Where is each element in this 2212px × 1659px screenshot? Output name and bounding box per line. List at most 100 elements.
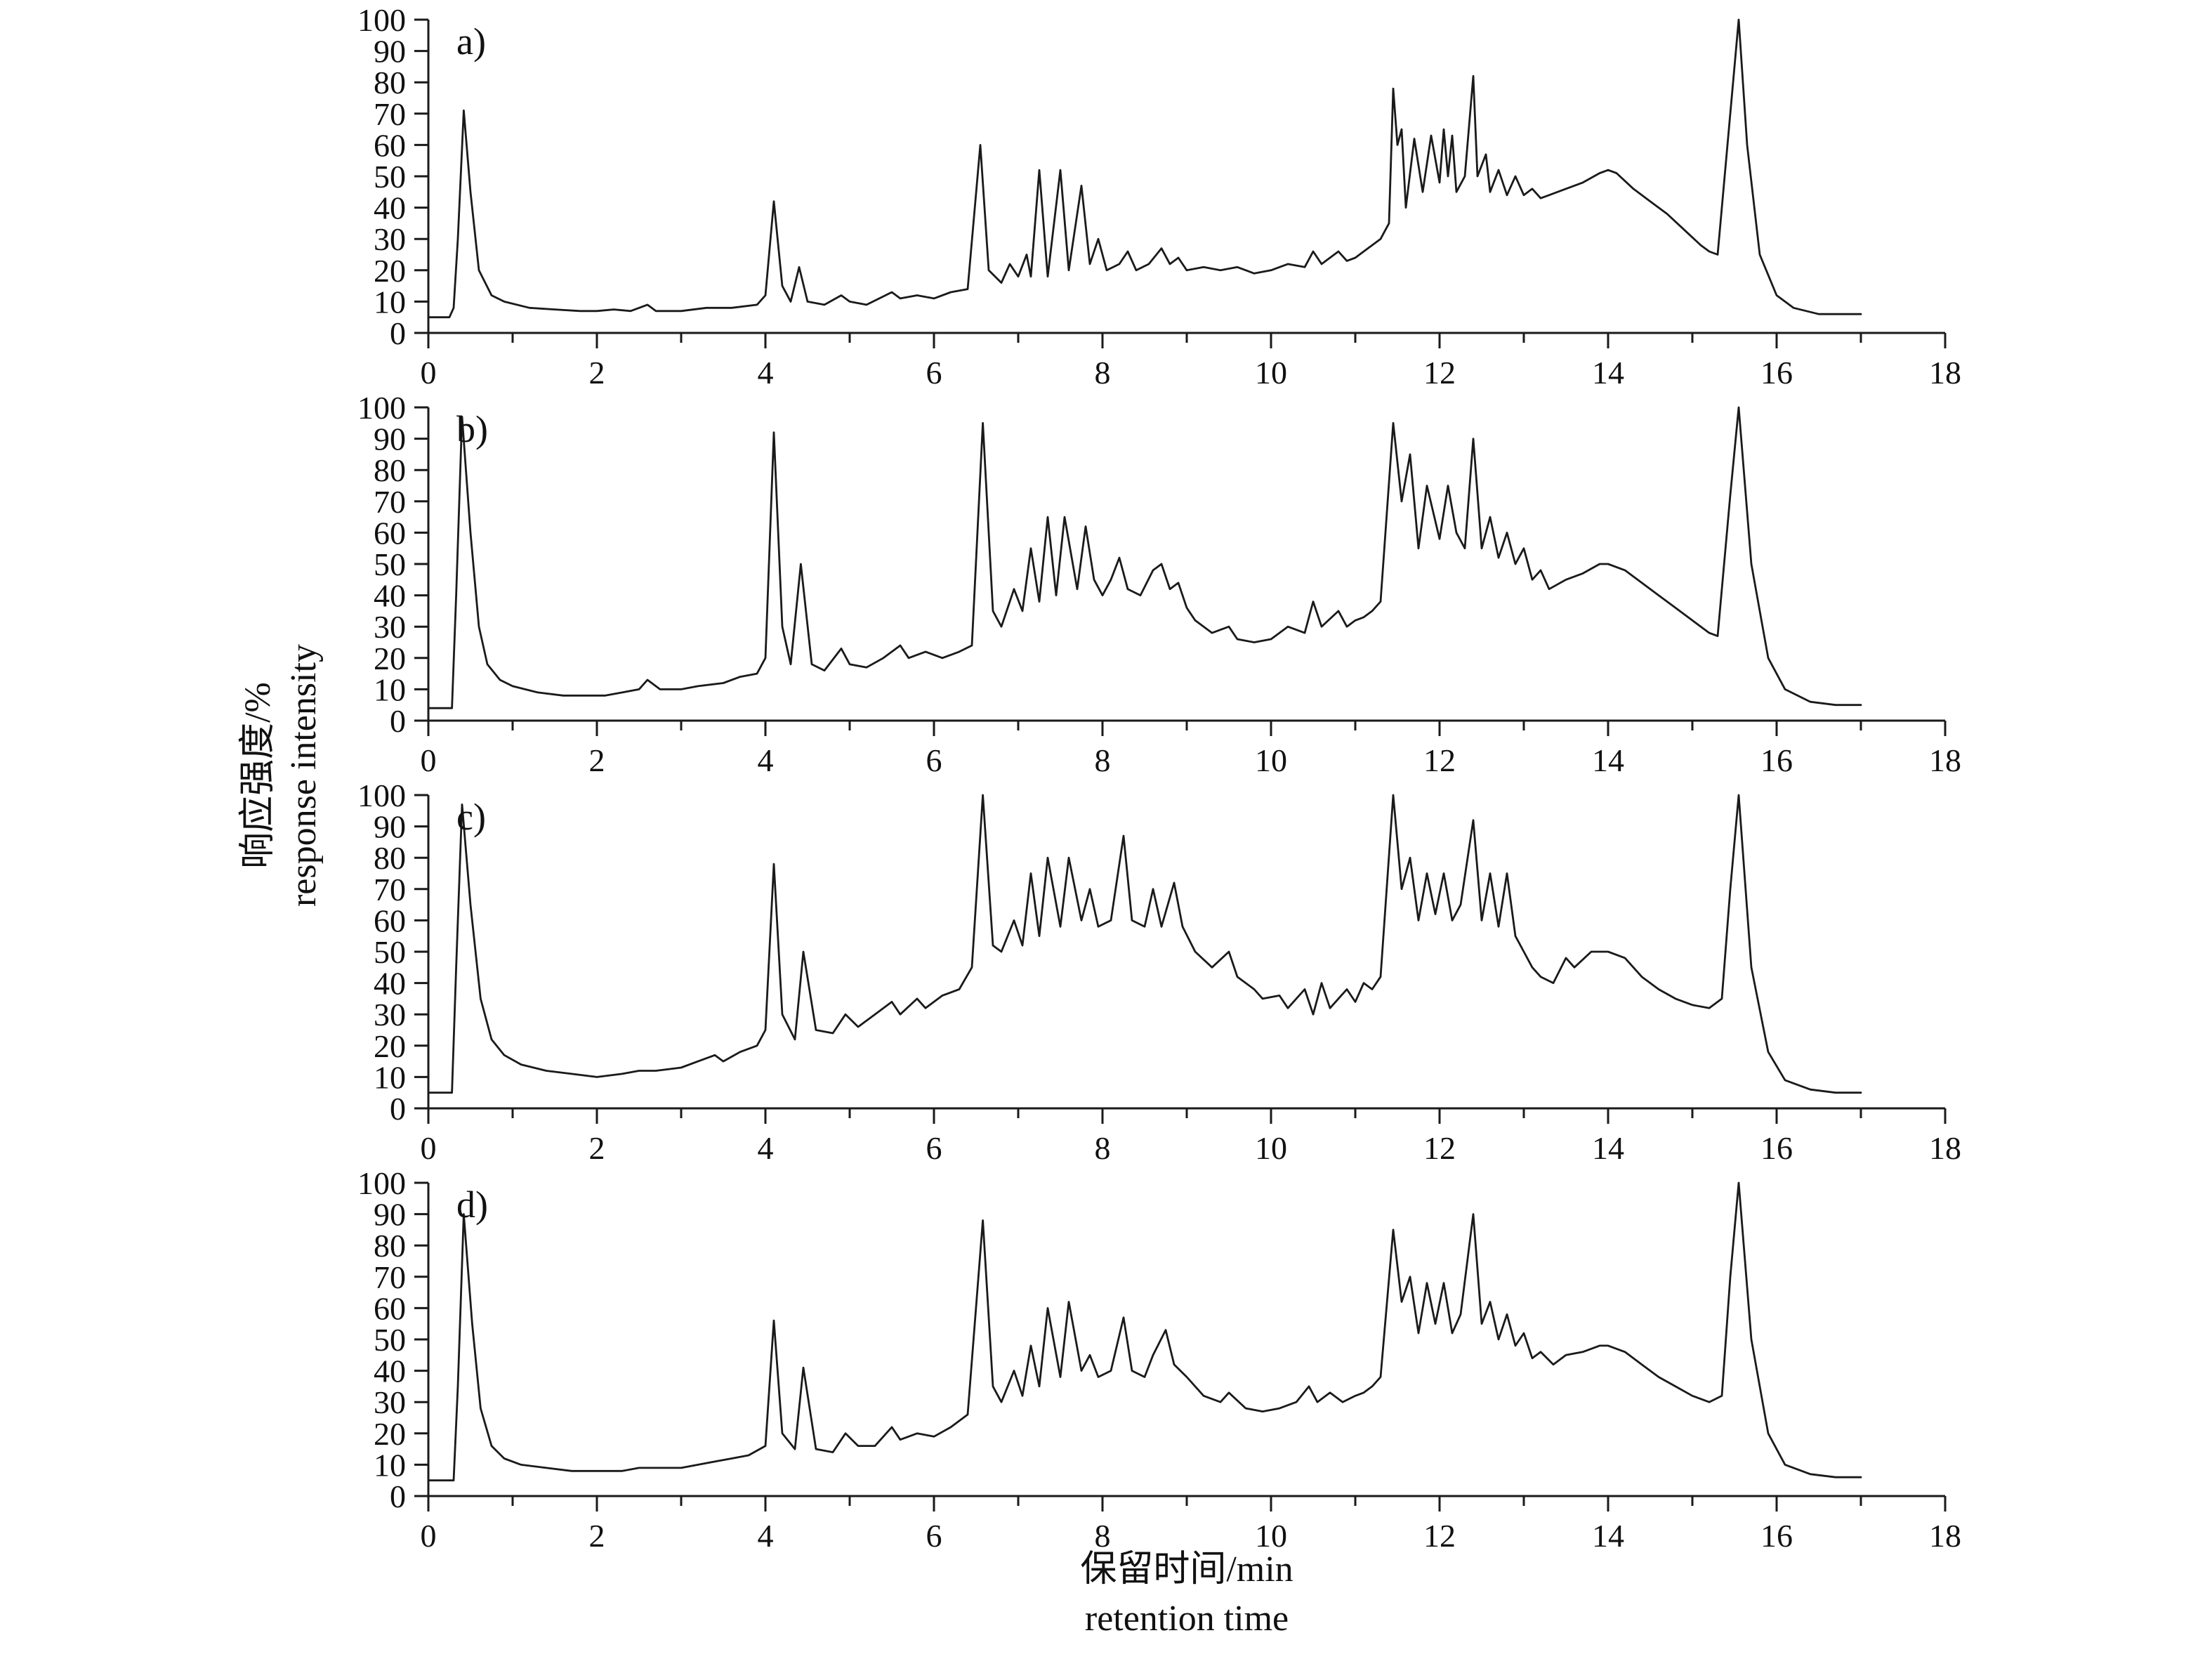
svg-text:4: 4: [758, 355, 774, 388]
svg-text:50: 50: [374, 934, 406, 970]
svg-text:100: 100: [357, 390, 406, 426]
chromatogram-panel-a: 0 10 20 30 40 50 60 70 80 90 100 0 2 4 6 8 10 12 14 16 18 a): [0, 0, 2212, 388]
svg-text:14: 14: [1592, 355, 1624, 388]
svg-text:0: 0: [421, 355, 437, 388]
svg-text:80: 80: [374, 65, 406, 100]
svg-text:30: 30: [374, 221, 406, 257]
svg-text:6: 6: [926, 355, 942, 388]
svg-text:40: 40: [374, 1353, 406, 1389]
svg-text:70: 70: [374, 872, 406, 907]
svg-text:4: 4: [758, 742, 774, 775]
svg-text:0: 0: [390, 1091, 406, 1127]
svg-text:40: 40: [374, 190, 406, 226]
svg-text:16: 16: [1760, 742, 1793, 775]
svg-text:8: 8: [1095, 355, 1111, 388]
svg-text:2: 2: [589, 355, 605, 388]
svg-text:12: 12: [1423, 355, 1456, 388]
x-axis-title-zh: 保留时间/min: [1080, 1549, 1293, 1589]
svg-text:16: 16: [1760, 355, 1793, 388]
svg-text:0: 0: [421, 1518, 437, 1551]
svg-text:8: 8: [1095, 1518, 1111, 1551]
svg-text:12: 12: [1423, 1518, 1456, 1551]
svg-text:60: 60: [374, 127, 406, 163]
svg-text:80: 80: [374, 452, 406, 488]
svg-text:30: 30: [374, 997, 406, 1032]
svg-text:14: 14: [1592, 1130, 1624, 1163]
svg-text:10: 10: [374, 671, 406, 707]
svg-text:20: 20: [374, 1416, 406, 1452]
svg-text:10: 10: [1255, 1518, 1287, 1551]
svg-text:18: 18: [1929, 742, 1961, 775]
svg-text:8: 8: [1095, 1130, 1111, 1163]
svg-text:10: 10: [374, 1059, 406, 1095]
svg-text:60: 60: [374, 1290, 406, 1326]
panel-letter-c: c): [456, 796, 486, 838]
svg-text:0: 0: [421, 742, 437, 775]
svg-text:14: 14: [1592, 742, 1624, 775]
svg-text:90: 90: [374, 421, 406, 457]
svg-text:6: 6: [926, 1518, 942, 1551]
chromatogram-panel-d: 0 10 20 30 40 50 60 70 80 90 100 0 2 4 6 8 10 12 14 16 18 d): [0, 1163, 2212, 1551]
chromatogram-panel-c: 0 10 20 30 40 50 60 70 80 90 100 0 2 4 6 8 10 12 14 16 18 c): [0, 775, 2212, 1163]
svg-text:0: 0: [390, 703, 406, 739]
svg-text:20: 20: [374, 1028, 406, 1064]
svg-text:10: 10: [1255, 355, 1287, 388]
svg-text:4: 4: [758, 1518, 774, 1551]
svg-text:70: 70: [374, 96, 406, 132]
svg-text:90: 90: [374, 34, 406, 70]
svg-text:100: 100: [357, 2, 406, 38]
svg-text:70: 70: [374, 1259, 406, 1295]
svg-text:10: 10: [374, 284, 406, 320]
svg-text:18: 18: [1929, 1518, 1961, 1551]
svg-text:100: 100: [357, 1165, 406, 1201]
svg-text:60: 60: [374, 515, 406, 551]
svg-text:16: 16: [1760, 1518, 1793, 1551]
svg-text:14: 14: [1592, 1518, 1624, 1551]
svg-text:16: 16: [1760, 1130, 1793, 1163]
x-axis-title: 保留时间/min retention time: [428, 1545, 1945, 1644]
panel-letter-b: b): [456, 408, 488, 450]
svg-text:0: 0: [390, 315, 406, 351]
x-axis-title-en: retention time: [1084, 1599, 1289, 1639]
svg-text:10: 10: [374, 1447, 406, 1483]
svg-text:30: 30: [374, 609, 406, 645]
svg-text:100: 100: [357, 778, 406, 813]
svg-text:12: 12: [1423, 1130, 1456, 1163]
svg-text:90: 90: [374, 809, 406, 845]
svg-text:12: 12: [1423, 742, 1456, 775]
svg-text:2: 2: [589, 1130, 605, 1163]
svg-text:40: 40: [374, 578, 406, 614]
svg-text:20: 20: [374, 641, 406, 676]
panel-letter-d: d): [456, 1183, 488, 1226]
svg-text:0: 0: [421, 1130, 437, 1163]
svg-text:10: 10: [1255, 1130, 1287, 1163]
svg-text:80: 80: [374, 1228, 406, 1264]
svg-text:50: 50: [374, 159, 406, 195]
svg-text:6: 6: [926, 742, 942, 775]
svg-text:2: 2: [589, 742, 605, 775]
svg-text:10: 10: [1255, 742, 1287, 775]
svg-text:2: 2: [589, 1518, 605, 1551]
svg-text:90: 90: [374, 1197, 406, 1233]
svg-text:80: 80: [374, 840, 406, 876]
panel-letter-a: a): [456, 20, 486, 63]
svg-text:30: 30: [374, 1384, 406, 1420]
svg-text:40: 40: [374, 966, 406, 1002]
svg-text:18: 18: [1929, 1130, 1961, 1163]
svg-text:18: 18: [1929, 355, 1961, 388]
svg-text:20: 20: [374, 253, 406, 289]
svg-text:50: 50: [374, 1322, 406, 1358]
svg-text:50: 50: [374, 546, 406, 582]
chromatogram-panel-b: 0 10 20 30 40 50 60 70 80 90 100 0 2 4 6 8 10 12 14 16 18 b): [0, 388, 2212, 775]
svg-text:70: 70: [374, 484, 406, 520]
svg-text:4: 4: [758, 1130, 774, 1163]
svg-text:6: 6: [926, 1130, 942, 1163]
svg-text:60: 60: [374, 903, 406, 938]
svg-text:0: 0: [390, 1478, 406, 1514]
svg-text:8: 8: [1095, 742, 1111, 775]
